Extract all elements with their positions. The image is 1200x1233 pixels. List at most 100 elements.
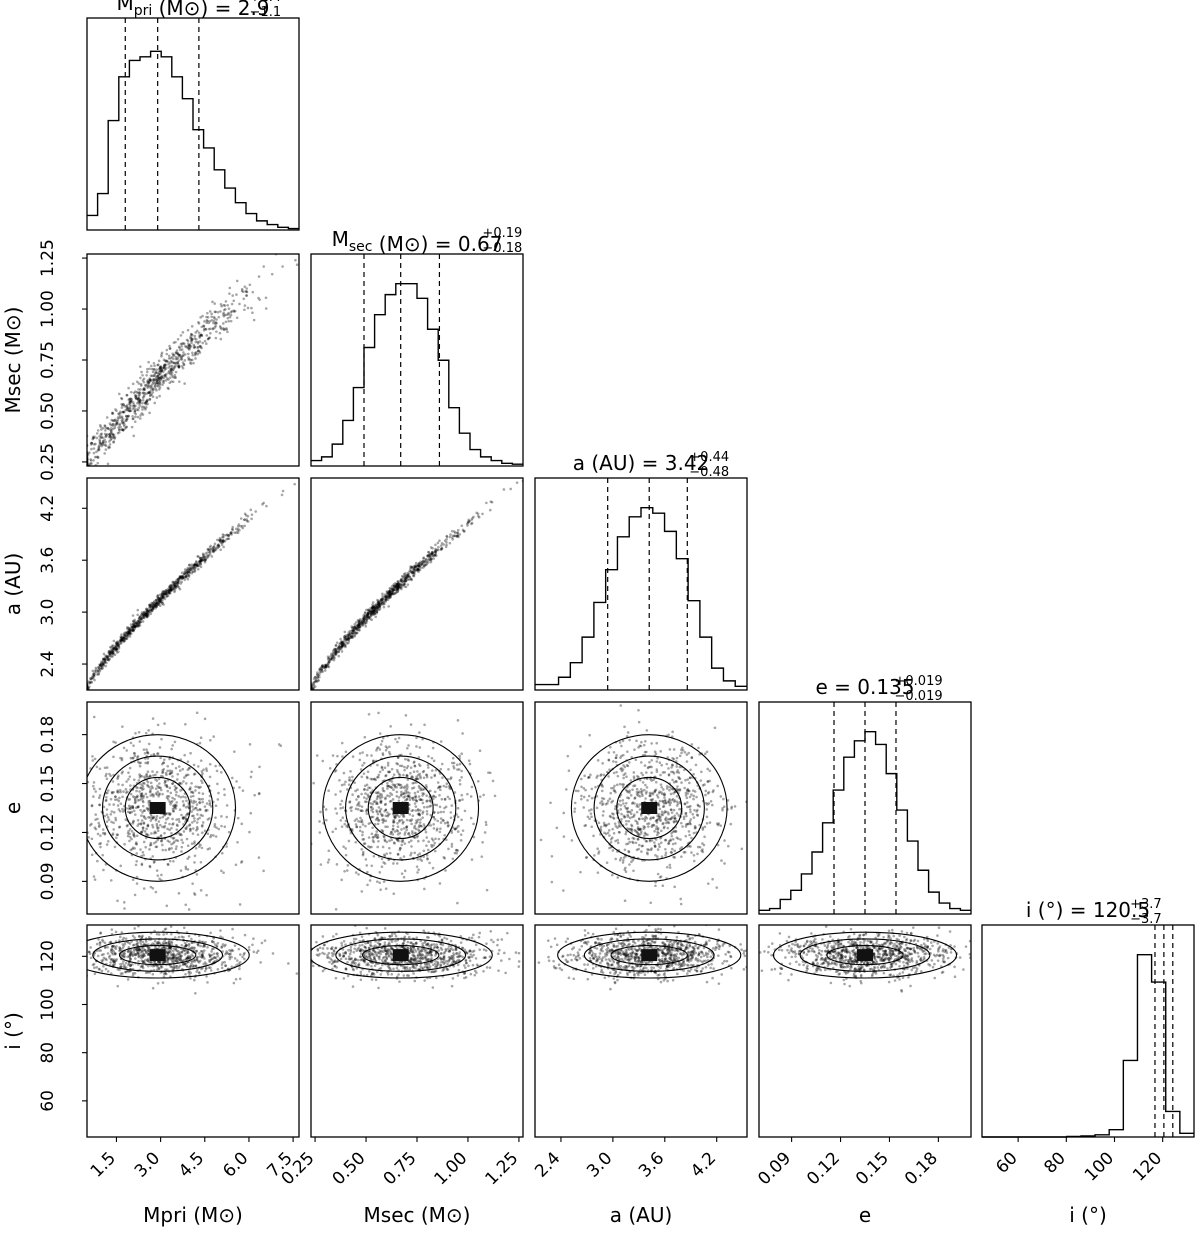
x-tick-label-e: 0.15 bbox=[852, 1148, 893, 1189]
y-tick-label-a: 3.6 bbox=[38, 547, 58, 574]
density-i-a bbox=[535, 925, 747, 991]
x-tick-label-msec: 0.50 bbox=[329, 1148, 370, 1189]
y-tick-label-e: 0.18 bbox=[38, 716, 58, 754]
scatter-panel-e-vs-mpri bbox=[86, 701, 300, 915]
x-tick-label-a: 3.6 bbox=[635, 1148, 668, 1181]
contour-e-a bbox=[570, 734, 728, 882]
contour-i-mpri bbox=[87, 931, 250, 979]
x-tick-label-msec: 0.75 bbox=[380, 1148, 421, 1189]
density-peak-i-a bbox=[641, 949, 658, 962]
contour-i-mpri bbox=[92, 938, 224, 972]
x-tick-label-mpri: 3.0 bbox=[131, 1148, 164, 1181]
y-axis-label-i: i (°) bbox=[1, 1012, 25, 1050]
y-tick-label-i: 120 bbox=[38, 940, 58, 972]
x-tick-label-i: 60 bbox=[992, 1148, 1021, 1177]
x-tick-label-msec: 1.25 bbox=[482, 1148, 523, 1189]
hist-frame-i bbox=[981, 924, 1195, 1138]
x-axis-label-e: e bbox=[859, 1203, 871, 1227]
scatter-panel-i-vs-a bbox=[534, 924, 748, 1138]
density-peak-i-e bbox=[857, 949, 873, 962]
y-tick-label-i: 100 bbox=[38, 988, 58, 1020]
x-tick-label-e: 0.09 bbox=[754, 1148, 795, 1189]
contour-e-msec bbox=[345, 755, 457, 861]
hist-frame-mpri bbox=[86, 17, 300, 231]
title-err-plus-a: +0.44 bbox=[689, 450, 729, 465]
panel-frame-e-a bbox=[534, 701, 748, 915]
density-i-mpri bbox=[87, 925, 299, 995]
title-err-minus-a: −0.48 bbox=[689, 465, 729, 480]
x-tick-label-i: 80 bbox=[1040, 1148, 1069, 1177]
y-axis-label-e: e bbox=[1, 802, 25, 814]
scatter-panel-i-vs-e bbox=[758, 924, 972, 1138]
x-tick-label-a: 4.2 bbox=[687, 1148, 720, 1181]
title-err-plus-i: +3.7 bbox=[1130, 897, 1162, 912]
hist-panel-a: +0.44−0.48a (AU) = 3.42 bbox=[534, 450, 748, 691]
y-tick-label-msec: 0.25 bbox=[38, 443, 58, 481]
x-axis-label-mpri: Mpri (M⊙) bbox=[143, 1203, 243, 1227]
scatter-panel-i-vs-mpri bbox=[86, 924, 300, 1138]
density-peak-i-mpri bbox=[149, 949, 166, 962]
x-tick-label-a: 3.0 bbox=[583, 1148, 616, 1181]
hist-frame-a bbox=[534, 477, 748, 691]
panel-frame-i-a bbox=[534, 924, 748, 1138]
x-tick-label-e: 0.12 bbox=[803, 1148, 844, 1189]
contour-e-mpri bbox=[124, 776, 191, 840]
contour-i-e bbox=[799, 938, 931, 972]
contour-i-mpri bbox=[118, 945, 197, 966]
contour-i-msec bbox=[335, 938, 467, 972]
scatter-panel-i-vs-msec bbox=[310, 924, 524, 1138]
x-tick-label-i: 120 bbox=[1129, 1148, 1166, 1185]
title-err-plus-mpri: +1.4 bbox=[250, 0, 282, 5]
y-tick-label-a: 3.0 bbox=[38, 599, 58, 626]
panel-title-i: i (°) = 120.5 bbox=[1026, 898, 1150, 922]
density-msec-mpri bbox=[87, 254, 299, 466]
hist-panel-i: +3.7−3.7i (°) = 120.5 bbox=[981, 897, 1195, 1138]
y-tick-label-a: 4.2 bbox=[38, 495, 58, 522]
y-tick-label-i: 60 bbox=[38, 1090, 58, 1112]
contour-i-msec bbox=[311, 931, 493, 979]
panel-title-msec: Msec (M⊙) = 0.67 bbox=[332, 227, 503, 256]
x-tick-label-mpri: 4.5 bbox=[175, 1148, 208, 1181]
panel-frame-a-msec bbox=[310, 477, 524, 691]
panel-frame-a-mpri bbox=[86, 477, 300, 691]
density-a-mpri bbox=[87, 482, 296, 690]
x-tick-label-msec: 1.00 bbox=[431, 1148, 472, 1189]
panel-title-e: e = 0.135 bbox=[815, 675, 914, 699]
scatter-panel-e-vs-a bbox=[534, 701, 748, 915]
y-tick-label-i: 80 bbox=[38, 1042, 58, 1064]
hist-line-i bbox=[982, 953, 1194, 1138]
scatter-panel-a-vs-msec bbox=[310, 477, 524, 691]
density-a-msec bbox=[311, 479, 523, 690]
x-axis-label-i: i (°) bbox=[1069, 1203, 1107, 1227]
panel-frame-e-msec bbox=[310, 701, 524, 915]
contour-e-msec bbox=[322, 734, 480, 882]
density-i-msec bbox=[311, 925, 521, 990]
contour-i-e bbox=[772, 931, 958, 979]
y-tick-label-e: 0.09 bbox=[38, 862, 58, 900]
panel-title-mpri: Mpri (M⊙) = 2.9 bbox=[116, 0, 269, 20]
x-tick-label-i: 100 bbox=[1081, 1148, 1118, 1185]
hist-line-e bbox=[759, 730, 971, 912]
density-peak-i-msec bbox=[392, 949, 409, 962]
contour-i-e bbox=[826, 945, 904, 966]
title-err-minus-i: −3.7 bbox=[1130, 912, 1162, 927]
y-tick-label-a: 2.4 bbox=[38, 651, 58, 678]
x-axis-label-a: a (AU) bbox=[610, 1203, 673, 1227]
contour-i-a bbox=[557, 931, 742, 979]
x-tick-label-mpri: 6.0 bbox=[219, 1148, 252, 1181]
density-i-e bbox=[759, 925, 971, 993]
x-tick-label-a: 2.4 bbox=[531, 1148, 564, 1181]
density-e-msec bbox=[311, 711, 497, 911]
title-err-minus-mpri: −1.1 bbox=[250, 5, 282, 20]
density-peak-e-mpri bbox=[149, 802, 166, 814]
y-axis-label-msec: Msec (M⊙) bbox=[1, 307, 25, 414]
contour-i-a bbox=[610, 945, 688, 966]
x-tick-label-mpri: 1.5 bbox=[87, 1148, 120, 1181]
contour-e-msec bbox=[367, 776, 434, 840]
contour-e-a bbox=[593, 755, 705, 861]
y-axis-label-a: a (AU) bbox=[1, 553, 25, 616]
